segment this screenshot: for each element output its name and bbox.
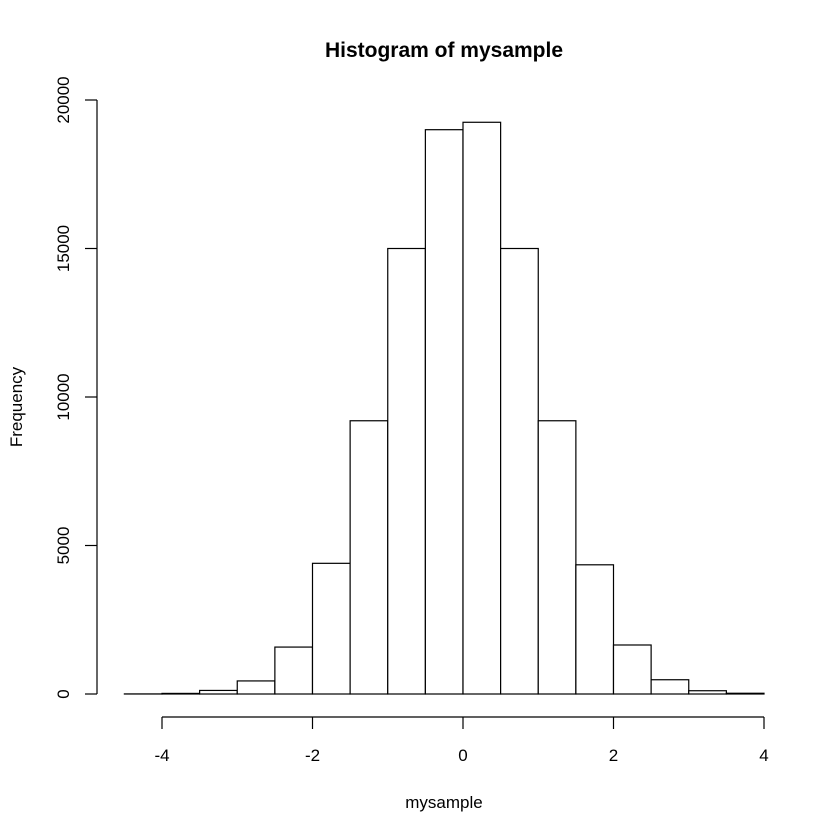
histogram-bar	[387, 247, 426, 695]
histogram-bar	[537, 420, 577, 695]
histogram-bar	[161, 692, 201, 695]
histogram-bar	[199, 689, 238, 695]
histogram-bar	[688, 690, 727, 695]
x-tick-label: 2	[609, 746, 618, 765]
histogram-bar	[612, 644, 652, 695]
histogram-bar	[500, 247, 539, 695]
histogram-bar	[311, 562, 351, 695]
x-tick-label: 0	[458, 746, 467, 765]
x-tick-label: 4	[759, 746, 768, 765]
histogram-bar	[725, 692, 765, 695]
y-tick-label: 10000	[54, 373, 73, 420]
y-tick-label: 20000	[54, 76, 73, 123]
y-tick-label: 15000	[54, 225, 73, 272]
histogram-bar	[575, 564, 615, 695]
histogram-bar	[462, 121, 502, 695]
y-tick-label: 0	[54, 689, 73, 698]
x-axis-label: mysample	[405, 793, 482, 812]
histogram-bar	[650, 679, 690, 695]
x-axis: -4 -2 0 2 4	[154, 716, 769, 765]
histogram-bar	[274, 646, 314, 695]
y-axis: 0 5000 10000 15000 20000	[54, 76, 98, 699]
y-axis-label: Frequency	[7, 366, 26, 447]
chart-title: Histogram of mysample	[325, 39, 563, 62]
y-tick-label: 5000	[54, 527, 73, 565]
histogram-bar	[349, 420, 389, 695]
x-tick-label: -4	[154, 746, 169, 765]
x-tick-label: -2	[305, 746, 320, 765]
histogram-bar	[424, 129, 464, 695]
histogram-bar	[236, 680, 276, 695]
histogram-bars	[123, 121, 765, 695]
